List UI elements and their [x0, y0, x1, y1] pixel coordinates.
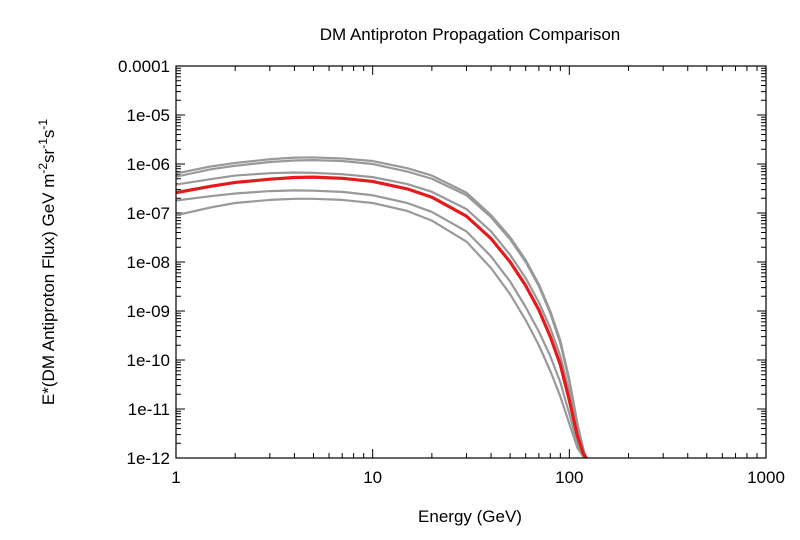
y-axis-label-main: E*(DM Antiproton Flux) GeV m	[39, 174, 58, 405]
x-tick-label-2: 100	[555, 468, 583, 487]
x-tick-label-0: 1	[171, 468, 180, 487]
series-line-propagation-3	[176, 171, 588, 458]
y-tick-label-2: 1e-06	[127, 155, 170, 174]
y-tick-label-4: 1e-08	[127, 253, 170, 272]
series-line-propagation-2	[176, 159, 588, 458]
y-tick-label-5: 1e-09	[127, 302, 170, 321]
y-axis-label-sup3: -1	[36, 119, 50, 130]
x-axis-label: Energy (GeV)	[418, 507, 522, 526]
y-tick-label-8: 1e-12	[127, 449, 170, 468]
plot-area: 0.0001 1e-05 1e-06 1e-07 1e-08 1e-09 1e-10 1e-1…	[118, 57, 785, 487]
series-line-propagation-4	[176, 189, 588, 458]
y-axis-label-sup2: -1	[36, 138, 50, 149]
y-axis-label-sup1: -2	[36, 163, 50, 174]
x-tick-label-3: 1000	[747, 468, 785, 487]
y-axis-label: E*(DM Antiproton Flux) GeV m-2sr-1s-1	[36, 119, 58, 405]
plot-frame	[175, 65, 767, 459]
chart-title: DM Antiproton Propagation Comparison	[320, 25, 621, 44]
y-tick-label-1: 1e-05	[127, 106, 170, 125]
y-axis-label-sr: sr	[39, 148, 58, 163]
y-tick-label-7: 1e-11	[128, 400, 170, 419]
y-tick-label-0: 0.0001	[118, 57, 170, 76]
series-line-propagation-5	[176, 197, 588, 458]
y-tick-label-3: 1e-07	[127, 204, 170, 223]
y-tick-label-6: 1e-10	[127, 351, 170, 370]
x-tick-label-1: 10	[363, 468, 382, 487]
series-line-reference	[176, 175, 588, 458]
y-axis-label-s: s	[39, 130, 58, 139]
